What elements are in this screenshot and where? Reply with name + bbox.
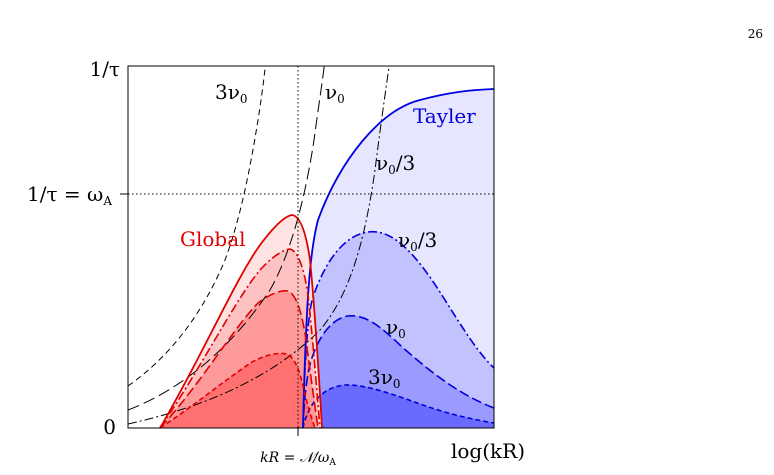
label-nu0-third-right: ν0/3: [398, 228, 437, 254]
global-region-4: [160, 353, 315, 428]
label-nu0-third-upper: ν0/3: [376, 151, 415, 177]
label-nu0-right: ν0: [386, 315, 406, 341]
y-label-top: 1/τ: [89, 57, 120, 81]
curve-three-nu0-black: [128, 66, 266, 387]
plot-frame: [127, 65, 495, 429]
y-label-mid: 1/τ = ωA: [27, 182, 112, 208]
global-curve-3: [159, 290, 319, 428]
global-curve-ideal: [159, 214, 323, 428]
page-number: 26: [748, 27, 763, 41]
label-three-nu0-right: 3ν0: [368, 365, 401, 391]
y-label-zero: 0: [103, 415, 116, 439]
curve-nu0-black: [128, 66, 325, 411]
label-global: Global: [180, 227, 246, 251]
tayler-curve-nu0: [302, 315, 494, 428]
label-nu0-top: ν0: [325, 80, 345, 106]
x-axis-label: log(kR): [451, 439, 525, 463]
global-curve-2: [159, 248, 321, 428]
x-tick-label: kR = 𝒩/ωA: [260, 450, 336, 468]
label-three-nu0-top: 3ν0: [215, 80, 248, 106]
label-tayler: Tayler: [413, 104, 476, 128]
global-curve-4: [159, 352, 316, 428]
tayler-curve-three-nu0: [302, 384, 494, 428]
tayler-region-three-nu0: [303, 384, 494, 428]
curve-nu0-third-black: [128, 66, 390, 425]
tayler-curve-ideal: [302, 88, 494, 428]
